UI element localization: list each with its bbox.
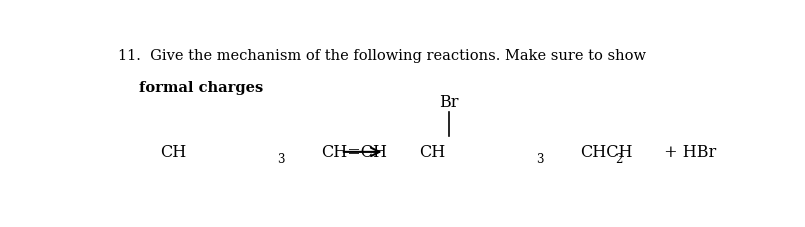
Text: CHCH: CHCH [580,144,633,161]
Text: formal charges: formal charges [139,81,263,94]
Text: CH: CH [419,144,445,161]
Text: 3: 3 [536,153,544,166]
Text: 11.  Give the mechanism of the following reactions. Make sure to show: 11. Give the mechanism of the following … [118,49,650,63]
Text: Br: Br [439,94,459,111]
Text: + HBr: + HBr [658,144,716,161]
Text: 3: 3 [278,153,285,166]
Text: CH=CH: CH=CH [321,144,387,161]
Text: CH: CH [160,144,186,161]
Text: 2: 2 [615,153,622,166]
